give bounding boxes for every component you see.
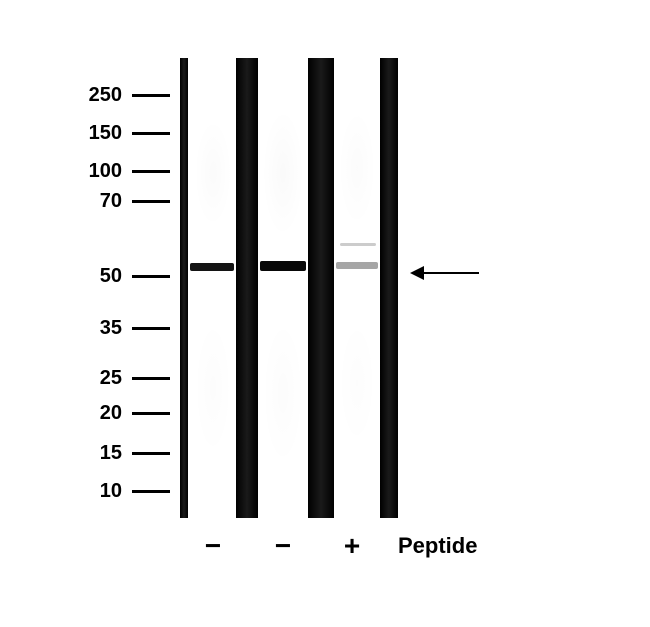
ladder-label: 50	[82, 265, 132, 288]
lane-condition-labels: − − + Peptide	[180, 530, 530, 570]
lane-1-band	[190, 263, 234, 271]
ladder-tick	[132, 490, 170, 493]
lane-2-background-smudge	[262, 108, 304, 238]
ladder-tick	[132, 327, 170, 330]
western-blot-figure: 250 150 100 70 50 35 25 20 15 10 − − + Peptide	[0, 0, 650, 627]
lane-1-background-smudge	[194, 318, 232, 458]
molecular-weight-ladder: 250 150 100 70 50 35 25 20 15 10	[35, 72, 170, 512]
ladder-label: 150	[82, 122, 132, 145]
lane-separator-2	[308, 58, 334, 518]
lane-separator-1	[236, 58, 258, 518]
lane-3-band	[336, 262, 378, 269]
arrow-head-icon	[410, 266, 424, 280]
peptide-label: Peptide	[398, 533, 477, 559]
ladder-label: 20	[82, 402, 132, 425]
ladder-tick	[132, 412, 170, 415]
ladder-tick	[132, 452, 170, 455]
ladder-marker-25: 25	[82, 367, 170, 390]
lane-1-background-smudge	[194, 118, 232, 228]
lane-2-background-smudge	[262, 318, 304, 468]
band-indicator-arrow	[410, 266, 479, 280]
ladder-marker-20: 20	[82, 402, 170, 425]
arrow-shaft	[424, 272, 479, 275]
blot-membrane	[180, 58, 398, 518]
lane-1-condition-symbol: −	[205, 530, 221, 562]
ladder-label: 100	[82, 160, 132, 183]
ladder-tick	[132, 94, 170, 97]
ladder-marker-100: 100	[82, 160, 170, 183]
ladder-marker-150: 150	[82, 122, 170, 145]
lane-2-condition-symbol: −	[275, 530, 291, 562]
ladder-tick	[132, 132, 170, 135]
ladder-tick	[132, 170, 170, 173]
ladder-marker-15: 15	[82, 442, 170, 465]
ladder-marker-50: 50	[82, 265, 170, 288]
lane-3-background-smudge	[338, 108, 376, 228]
lane-2-band	[260, 261, 306, 271]
lane-3-background-smudge	[338, 318, 376, 448]
ladder-label: 250	[82, 84, 132, 107]
ladder-label: 10	[82, 480, 132, 503]
lane-3-band	[340, 243, 376, 246]
lane-3-right-edge	[380, 58, 398, 518]
ladder-marker-35: 35	[82, 317, 170, 340]
ladder-marker-10: 10	[82, 480, 170, 503]
lane-3-condition-symbol: +	[344, 530, 360, 562]
ladder-label: 15	[82, 442, 132, 465]
lane-1-left-edge	[180, 58, 188, 518]
ladder-tick	[132, 377, 170, 380]
ladder-label: 35	[82, 317, 132, 340]
ladder-marker-250: 250	[82, 84, 170, 107]
ladder-marker-70: 70	[82, 190, 170, 213]
ladder-tick	[132, 200, 170, 203]
ladder-tick	[132, 275, 170, 278]
ladder-label: 70	[82, 190, 132, 213]
ladder-label: 25	[82, 367, 132, 390]
